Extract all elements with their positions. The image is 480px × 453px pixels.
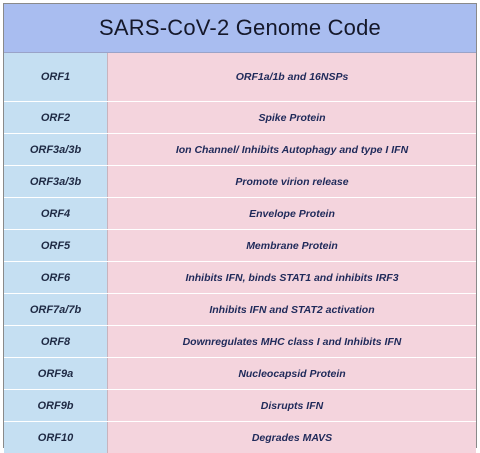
gene-cell: ORF9b [4,390,108,421]
gene-cell: ORF3a/3b [4,166,108,197]
gene-cell: ORF8 [4,326,108,357]
table-row: ORF6 Inhibits IFN, binds STAT1 and inhib… [4,262,476,293]
table-title-bar: SARS-CoV-2 Genome Code [4,4,476,53]
table-row: ORF8 Downregulates MHC class I and Inhib… [4,326,476,357]
function-cell: Disrupts IFN [108,390,476,421]
gene-cell: ORF7a/7b [4,294,108,325]
table-row: ORF7a/7b Inhibits IFN and STAT2 activati… [4,294,476,325]
function-cell: Inhibits IFN and STAT2 activation [108,294,476,325]
gene-cell: ORF9a [4,358,108,389]
function-cell: Spike Protein [108,102,476,133]
table-row: ORF4 Envelope Protein [4,198,476,229]
function-cell: Promote virion release [108,166,476,197]
gene-cell: ORF2 [4,102,108,133]
function-cell: Nucleocapsid Protein [108,358,476,389]
table-row: ORF9a Nucleocapsid Protein [4,358,476,389]
table-row: ORF3a/3b Promote virion release [4,166,476,197]
table-row: ORF3a/3b Ion Channel/ Inhibits Autophagy… [4,134,476,165]
gene-cell: ORF5 [4,230,108,261]
function-cell: Inhibits IFN, binds STAT1 and inhibits I… [108,262,476,293]
function-cell: Degrades MAVS [108,422,476,453]
table-row: ORF2 Spike Protein [4,102,476,133]
table-body: ORF1 ORF1a/1b and 16NSPs ORF2 Spike Prot… [4,53,476,453]
table-row: ORF1 ORF1a/1b and 16NSPs [4,53,476,101]
function-cell: Ion Channel/ Inhibits Autophagy and type… [108,134,476,165]
gene-cell: ORF10 [4,422,108,453]
gene-cell: ORF4 [4,198,108,229]
function-cell: Membrane Protein [108,230,476,261]
function-cell: Envelope Protein [108,198,476,229]
table-row: ORF5 Membrane Protein [4,230,476,261]
table-row: ORF10 Degrades MAVS [4,422,476,453]
gene-cell: ORF3a/3b [4,134,108,165]
function-cell: ORF1a/1b and 16NSPs [108,53,476,101]
genome-table: SARS-CoV-2 Genome Code ORF1 ORF1a/1b and… [3,3,477,453]
table-row: ORF9b Disrupts IFN [4,390,476,421]
function-cell: Downregulates MHC class I and Inhibits I… [108,326,476,357]
gene-cell: ORF6 [4,262,108,293]
gene-cell: ORF1 [4,53,108,101]
table-title: SARS-CoV-2 Genome Code [99,15,381,40]
